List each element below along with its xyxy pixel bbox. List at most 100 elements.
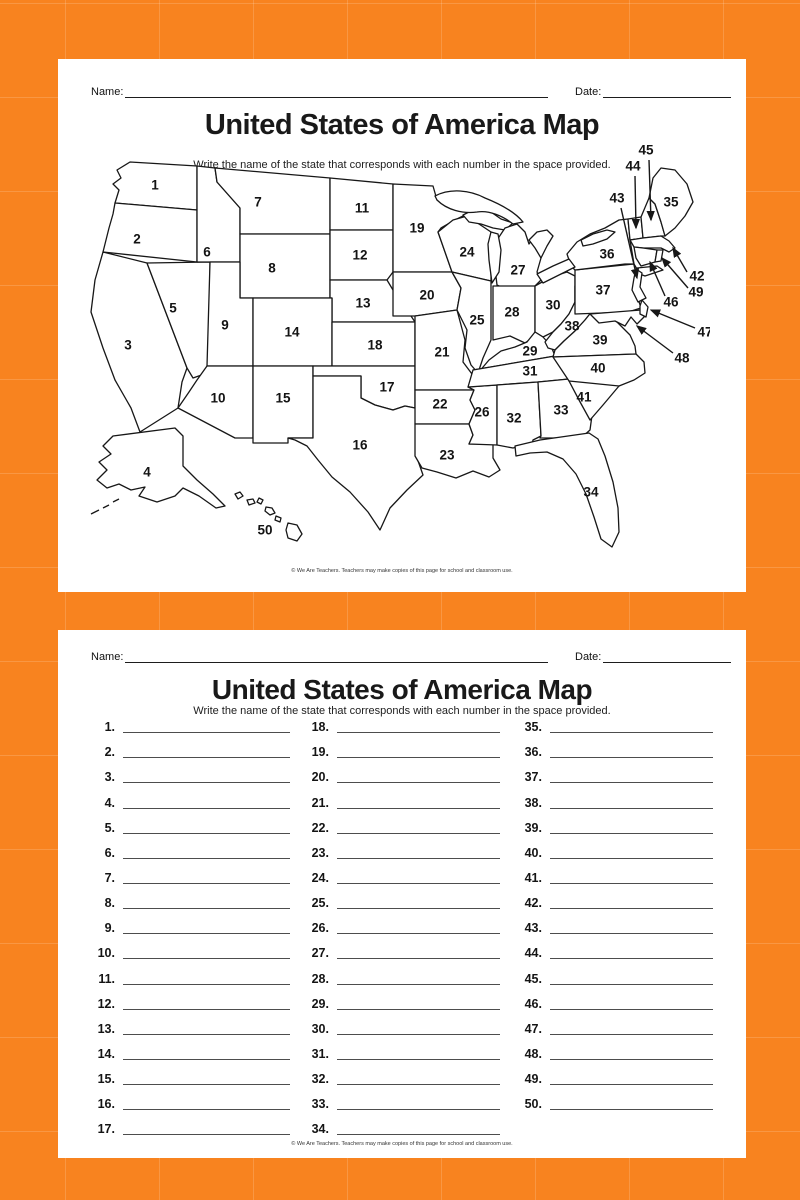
map-number-label: 38	[564, 319, 580, 334]
answer-blank-line	[123, 1124, 290, 1136]
answer-row: 9.	[91, 911, 290, 936]
answer-row: 13.	[91, 1012, 290, 1037]
answer-row: 25.	[303, 886, 500, 911]
state-fl-shape	[514, 432, 620, 548]
map-arrow	[661, 256, 689, 289]
answer-blank-line	[337, 848, 500, 859]
state-tx-shape	[287, 375, 424, 531]
answer-number: 49.	[524, 1072, 542, 1087]
page-title: United States of America Map	[211, 674, 593, 705]
answer-row: 45.	[516, 961, 713, 986]
answer-row: 8.	[91, 886, 290, 911]
answer-row: 28.	[303, 961, 500, 986]
lake-superior	[434, 190, 524, 225]
answer-blank-line	[123, 772, 290, 784]
map-number-label: 27	[510, 263, 525, 278]
answer-blank-line	[550, 1074, 713, 1086]
map-number-label: 49	[688, 285, 703, 300]
answer-number: 8.	[104, 896, 115, 911]
answer-number: 34.	[311, 1122, 329, 1137]
page-title: United States of America Map	[204, 109, 600, 141]
map-number-label: 50	[257, 523, 272, 538]
answer-blank-line	[123, 1074, 290, 1086]
map-number-label: 14	[284, 325, 300, 340]
answer-row: 42.	[516, 886, 713, 911]
map-arrow	[672, 246, 688, 273]
map-number-label: 29	[522, 344, 537, 359]
answer-row: 10.	[91, 936, 290, 961]
map-number-label: 1	[151, 178, 159, 193]
map-number-label: 8	[268, 261, 276, 276]
answer-number: 37.	[524, 770, 542, 785]
answer-blank-line	[550, 823, 713, 834]
lake-michigan	[487, 231, 502, 284]
answer-row: 2.	[91, 735, 290, 760]
map-arrow	[646, 159, 655, 222]
map-arrow	[649, 309, 696, 329]
answer-blank-line	[550, 848, 713, 859]
answer-row: 17.	[91, 1112, 290, 1137]
answer-row: 43.	[516, 911, 713, 936]
map-arrow	[649, 260, 666, 297]
answer-blank-line	[550, 923, 713, 935]
map-number-label: 11	[355, 201, 370, 216]
answer-number: 2.	[104, 745, 115, 760]
answer-blank-line	[123, 898, 290, 910]
answer-number: 35.	[524, 720, 542, 735]
answer-blank-line	[550, 948, 713, 960]
map-number-label: 28	[504, 305, 520, 320]
answer-blank-line	[337, 999, 500, 1010]
map-number-label: 2	[133, 232, 141, 247]
answer-number: 38.	[524, 795, 542, 810]
map-number-label: 17	[379, 380, 394, 395]
answer-blank-line	[123, 1024, 290, 1035]
answer-row: 14.	[91, 1037, 290, 1062]
state-sc-shape	[568, 380, 620, 421]
map-number-label: 31	[522, 364, 538, 379]
map-number-label: 23	[439, 448, 455, 463]
answer-blank-line	[123, 948, 290, 960]
answer-row: 35.	[516, 710, 713, 735]
answer-number: 46.	[524, 996, 542, 1011]
lake-erie	[536, 258, 576, 284]
map-number-label: 16	[352, 438, 368, 453]
answer-number: 3.	[104, 770, 115, 785]
answer-row: 22.	[303, 811, 500, 836]
date-blank-line	[603, 650, 731, 663]
map-number-label: 13	[355, 296, 371, 311]
answer-blank-line	[123, 722, 290, 734]
name-blank-line	[125, 650, 548, 663]
answer-blank-line	[337, 772, 500, 784]
map-number-label: 5	[169, 301, 177, 316]
answer-blank-line	[550, 722, 713, 734]
answer-blank-line	[550, 747, 713, 759]
answer-row: 46.	[516, 987, 713, 1012]
answer-number: 11.	[98, 971, 115, 986]
map-number-label: 26	[474, 405, 490, 420]
state-il-shape	[451, 271, 492, 374]
answer-number: 10.	[97, 946, 115, 961]
map-number-label: 35	[663, 195, 679, 210]
map-number-label: 7	[254, 195, 262, 210]
answer-blank-line	[123, 798, 290, 809]
page-subtitle: Write the name of the state that corresp…	[193, 159, 611, 171]
answer-column-2: 18. 19. 20. 21. 22. 23. 24. 25. 26. 27. 28. 29. 30. 3…	[303, 710, 500, 1137]
answer-blank-line	[550, 1099, 713, 1111]
answer-number: 25.	[311, 896, 329, 911]
answer-blank-line	[123, 1049, 290, 1060]
answer-number: 48.	[524, 1046, 542, 1061]
map-number-label: 46	[663, 295, 679, 310]
answer-blank-line	[123, 848, 290, 859]
map-number-label: 10	[210, 391, 225, 406]
answer-row: 50.	[516, 1087, 713, 1112]
map-number-label: 19	[409, 221, 424, 236]
answer-number: 29.	[311, 996, 329, 1011]
answer-row: 31.	[303, 1037, 500, 1062]
map-number-label: 37	[595, 283, 610, 298]
map-number-label: 21	[434, 345, 450, 360]
answer-number: 36.	[524, 745, 542, 760]
answer-row: 27.	[303, 936, 500, 961]
answer-row: 33.	[303, 1087, 500, 1112]
answer-row: 34.	[303, 1112, 500, 1137]
